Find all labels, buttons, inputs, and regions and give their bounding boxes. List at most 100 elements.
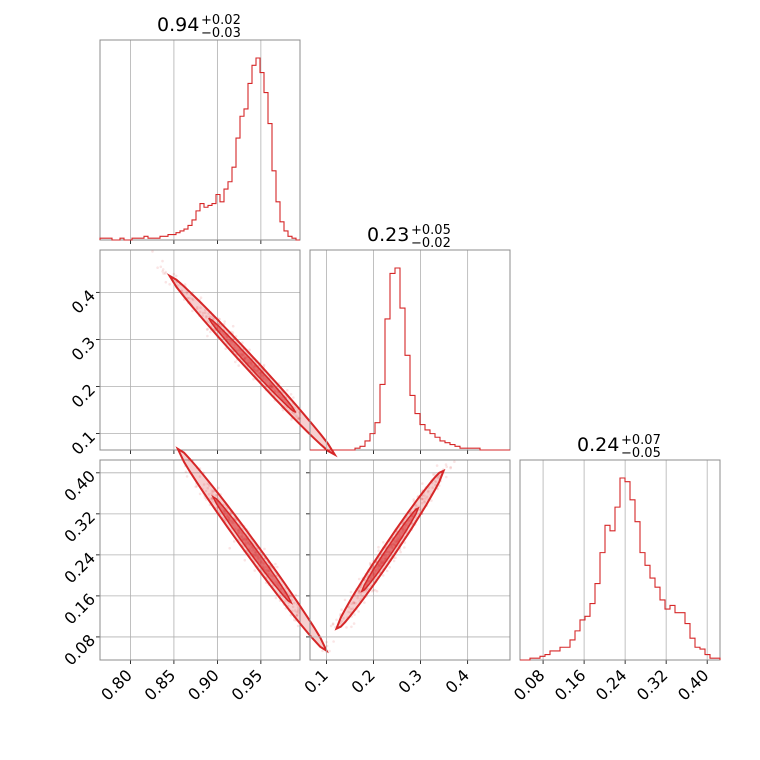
- sample-point: [185, 475, 189, 478]
- sample-point: [288, 593, 292, 596]
- sample-point: [297, 415, 300, 419]
- sample-point: [198, 310, 202, 314]
- sample-point: [248, 348, 251, 352]
- title-param-2-minus: −0.05: [621, 446, 661, 461]
- sample-point: [241, 341, 244, 345]
- sample-point: [161, 268, 165, 271]
- sample-point: [368, 561, 372, 565]
- sample-point: [431, 486, 434, 490]
- sample-point: [354, 601, 357, 605]
- sample-point: [210, 489, 214, 493]
- sample-point: [185, 291, 188, 294]
- sample-point: [370, 589, 374, 593]
- sample-point: [223, 320, 226, 323]
- sample-point: [206, 482, 210, 486]
- sample-point: [262, 363, 266, 367]
- contour-inner: [360, 506, 420, 593]
- title-param-0: 0.94: [157, 14, 199, 36]
- sample-point: [340, 620, 343, 623]
- sample-point: [433, 473, 436, 476]
- sample-point: [174, 274, 178, 278]
- sample-point: [403, 541, 407, 544]
- sample-point: [445, 475, 448, 479]
- sample-point: [292, 396, 295, 399]
- sample-point: [289, 393, 293, 396]
- sample-point: [445, 465, 449, 469]
- sample-point: [215, 493, 219, 497]
- sample-point: [231, 331, 235, 334]
- sample-point: [172, 272, 176, 276]
- y-tick-label: 0.08: [60, 631, 99, 670]
- sample-point: [357, 610, 360, 613]
- sample-point: [296, 606, 300, 609]
- sample-point: [208, 315, 211, 319]
- sample-point: [296, 624, 300, 628]
- sample-point: [297, 611, 301, 614]
- sample-point: [331, 622, 335, 625]
- x-tick-label: 0.08: [510, 666, 549, 705]
- sample-point: [281, 408, 285, 412]
- sample-point: [290, 418, 293, 421]
- panel-frame: [99, 39, 301, 241]
- sample-point: [359, 597, 363, 601]
- y-tick-label: 0.40: [60, 466, 99, 505]
- sample-point: [298, 417, 302, 420]
- x-tick-label: 0.2: [348, 666, 379, 697]
- sample-point: [185, 292, 189, 295]
- sample-point: [199, 306, 202, 310]
- title-param-1-minus: −0.02: [411, 236, 451, 251]
- sample-point: [364, 589, 368, 593]
- sample-point: [164, 272, 167, 275]
- panel-2-2: 0.08 0.16 0.24 0.32 0.40: [510, 459, 721, 705]
- sample-point: [412, 498, 416, 501]
- sample-point: [350, 602, 353, 605]
- panel-0-0: [99, 39, 301, 244]
- sample-point: [296, 609, 300, 613]
- sample-point: [377, 549, 380, 552]
- title-param-1: 0.23: [367, 224, 409, 246]
- histogram-line: [99, 57, 300, 241]
- sample-point: [289, 594, 292, 598]
- sample-point: [418, 508, 422, 511]
- sample-point: [421, 497, 425, 501]
- sample-point: [284, 600, 287, 603]
- sample-point: [297, 417, 300, 421]
- sample-point: [212, 317, 215, 321]
- sample-point: [431, 473, 435, 476]
- title-param-0-minus: −0.03: [201, 26, 241, 41]
- sample-point: [298, 417, 301, 420]
- sample-point: [403, 546, 406, 549]
- panel-frame: [99, 249, 301, 451]
- sample-point: [290, 410, 294, 414]
- sample-point: [263, 547, 266, 551]
- sample-point: [232, 540, 236, 543]
- sample-point: [297, 417, 301, 421]
- sample-point: [290, 598, 294, 602]
- sample-point: [198, 492, 202, 496]
- sample-point: [325, 640, 328, 644]
- x-tick-label: 0.95: [228, 666, 267, 705]
- sample-point: [325, 644, 329, 648]
- y-tick-label: 0.24: [60, 549, 99, 588]
- sample-point: [202, 483, 206, 486]
- sample-point: [297, 410, 301, 414]
- sample-point: [231, 324, 235, 328]
- sample-point: [237, 364, 240, 367]
- y-tick-label: 0.1: [68, 427, 99, 458]
- sample-point: [434, 480, 438, 484]
- sample-point: [433, 483, 437, 487]
- sample-point: [363, 601, 366, 604]
- sample-point: [438, 474, 441, 477]
- sample-point: [424, 497, 427, 500]
- sample-point: [325, 650, 329, 654]
- sample-point: [414, 516, 418, 519]
- sample-point: [347, 605, 351, 609]
- x-tick-label: 0.85: [141, 666, 180, 705]
- sample-point: [356, 596, 359, 600]
- sample-point: [211, 490, 215, 494]
- y-tick-label: 0.32: [60, 507, 99, 546]
- sample-point: [206, 486, 210, 490]
- sample-point: [349, 607, 353, 611]
- sample-point: [210, 498, 214, 501]
- panel-frame: [309, 459, 511, 661]
